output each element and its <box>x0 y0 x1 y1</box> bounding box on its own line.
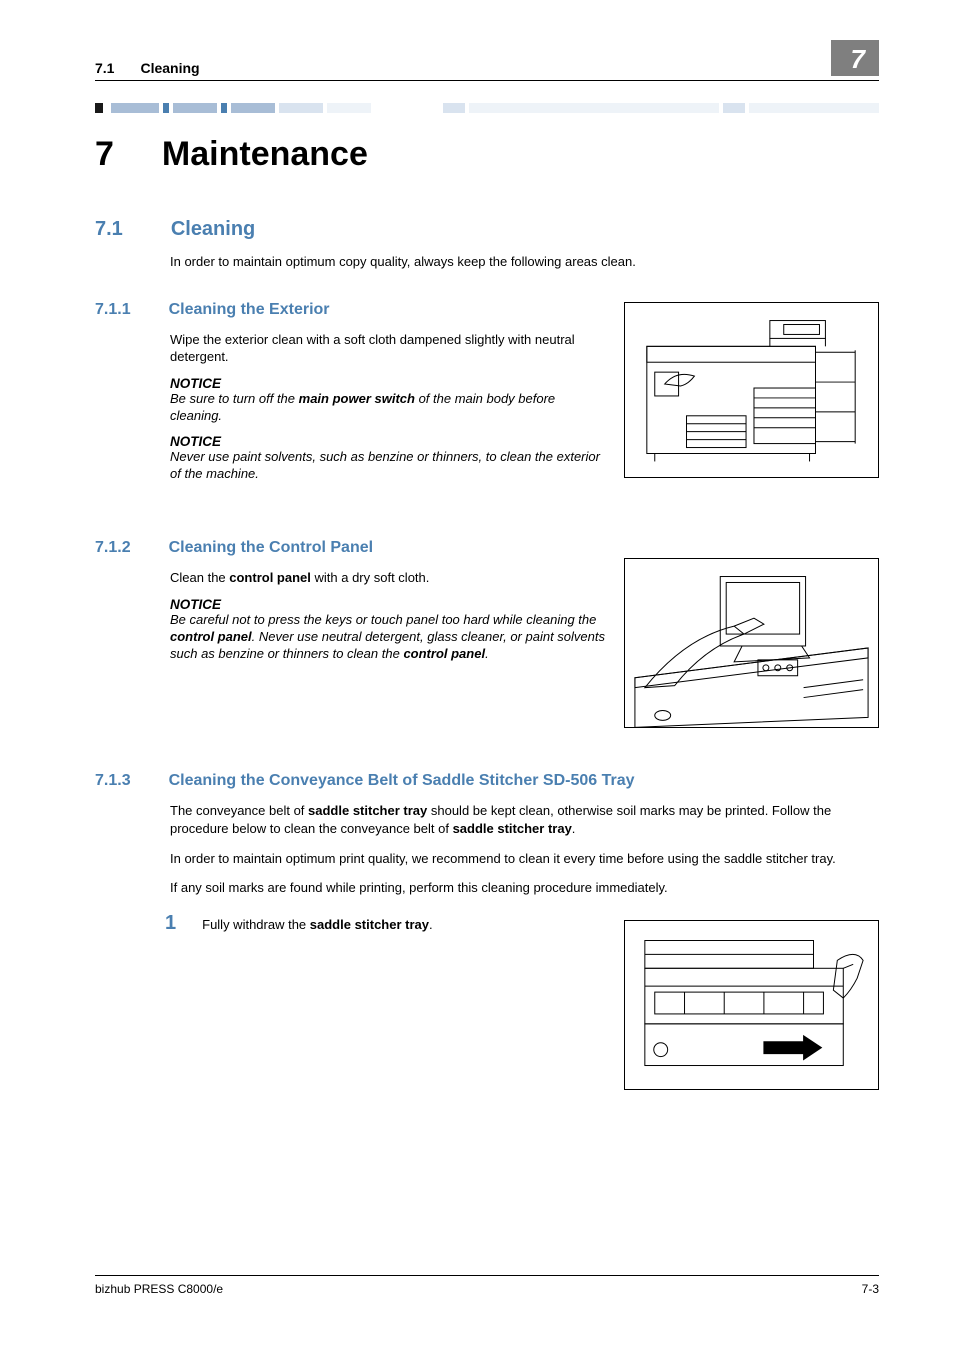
intro-paragraph: In order to maintain optimum copy qualit… <box>170 253 870 271</box>
figure-tray <box>624 920 879 1090</box>
h3-title: Cleaning the Control Panel <box>169 539 373 557</box>
s713-p1: The conveyance belt of saddle stitcher t… <box>170 802 870 837</box>
heading-1: 7 Maintenance <box>95 135 879 174</box>
s713-p3: If any soil marks are found while printi… <box>170 879 870 897</box>
h3-title: Cleaning the Conveyance Belt of Saddle S… <box>169 772 635 790</box>
step-text: Fully withdraw the saddle stitcher tray. <box>202 913 433 932</box>
h3-title: Cleaning the Exterior <box>169 301 330 319</box>
footer-right: 7-3 <box>862 1282 879 1296</box>
h2-title: Cleaning <box>171 218 255 241</box>
running-header: 7.1 Cleaning 7 <box>95 40 879 81</box>
header-section-title: Cleaning <box>140 60 199 76</box>
heading-713: 7.1.3 Cleaning the Conveyance Belt of Sa… <box>95 772 879 790</box>
h2-number: 7.1 <box>95 218 123 241</box>
figure-exterior <box>624 302 879 478</box>
s711-paragraph: Wipe the exterior clean with a soft clot… <box>170 331 610 366</box>
s712-paragraph: Clean the control panel with a dry soft … <box>170 569 610 587</box>
notice-body: Be sure to turn off the main power switc… <box>170 391 610 425</box>
h3-number: 7.1.2 <box>95 539 131 557</box>
notice-body: Be careful not to press the keys or touc… <box>170 612 610 663</box>
h3-number: 7.1.1 <box>95 301 131 319</box>
s713-p2: In order to maintain optimum print quali… <box>170 850 870 868</box>
page-footer: bizhub PRESS C8000/e 7-3 <box>95 1275 879 1296</box>
h1-number: 7 <box>95 135 114 174</box>
h1-title: Maintenance <box>162 135 368 174</box>
header-section-number: 7.1 <box>95 60 114 76</box>
notice-body: Never use paint solvents, such as benzin… <box>170 449 610 483</box>
h3-number: 7.1.3 <box>95 772 131 790</box>
heading-712: 7.1.2 Cleaning the Control Panel <box>95 539 879 557</box>
decorative-bar <box>95 103 879 113</box>
figure-control-panel <box>624 558 879 728</box>
chapter-tab: 7 <box>831 40 879 76</box>
heading-2: 7.1 Cleaning <box>95 218 879 241</box>
step-number: 1 <box>165 913 176 933</box>
footer-left: bizhub PRESS C8000/e <box>95 1282 223 1296</box>
